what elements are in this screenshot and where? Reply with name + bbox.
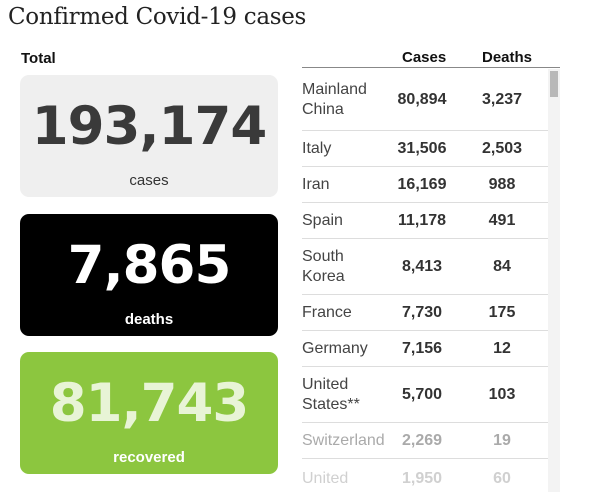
table-row: Iran 16,169 988 bbox=[302, 167, 550, 203]
cases-cell: 1,950 bbox=[401, 470, 443, 487]
scrollbar-thumb[interactable] bbox=[550, 71, 558, 97]
deaths-card: 7,865 deaths bbox=[20, 214, 278, 336]
country-name-line1: Switzerland bbox=[302, 432, 385, 449]
cases-cell: 7,156 bbox=[401, 340, 443, 357]
table-row: United States** 5,700 103 bbox=[302, 367, 550, 423]
country-name-line2: China bbox=[302, 101, 344, 118]
table-row: Italy 31,506 2,503 bbox=[302, 131, 550, 167]
cases-cell: 7,730 bbox=[401, 304, 443, 321]
cases-cell: 8,413 bbox=[401, 258, 443, 275]
country-name-line1: Spain bbox=[302, 212, 343, 229]
table-row: Germany 7,156 12 bbox=[302, 331, 550, 367]
country-cell: Germany bbox=[302, 339, 368, 359]
country-name-line1: Italy bbox=[302, 140, 332, 157]
country-name-line1: United bbox=[302, 376, 349, 393]
cases-card: 193,174 cases bbox=[20, 75, 278, 197]
deaths-label: deaths bbox=[124, 311, 174, 328]
column-header-deaths: Deaths bbox=[482, 49, 533, 66]
deaths-cell: 84 bbox=[493, 258, 511, 275]
total-label: Total bbox=[21, 50, 56, 67]
country-cell: Italy bbox=[302, 139, 331, 159]
country-cell: Mainland China bbox=[302, 80, 367, 120]
deaths-cell: 19 bbox=[493, 432, 511, 449]
deaths-value: 7,865 bbox=[67, 235, 232, 296]
country-table[interactable]: Cases Deaths Mainland China 80,894 3,237 Ita… bbox=[302, 40, 560, 492]
country-name-line1: United bbox=[302, 470, 349, 487]
country-name-line1: France bbox=[302, 304, 352, 321]
deaths-cell: 491 bbox=[488, 212, 516, 229]
deaths-cell: 2,503 bbox=[481, 140, 523, 157]
country-name-line1: Iran bbox=[302, 176, 330, 193]
page-title: Confirmed Covid-19 cases bbox=[8, 4, 307, 30]
country-cell: South Korea bbox=[302, 247, 345, 287]
table-row: Spain 11,178 491 bbox=[302, 203, 550, 239]
country-cell: Iran bbox=[302, 175, 330, 195]
cases-cell: 11,178 bbox=[397, 212, 447, 229]
recovered-card: 81,743 recovered bbox=[20, 352, 278, 474]
cases-cell: 31,506 bbox=[397, 140, 447, 157]
cases-cell: 5,700 bbox=[401, 386, 443, 403]
cases-cell: 80,894 bbox=[397, 91, 447, 108]
table-scrollbar[interactable] bbox=[548, 69, 560, 492]
country-name-line2: States** bbox=[302, 396, 360, 413]
table-body: Mainland China 80,894 3,237 Italy 31,506 2,503… bbox=[302, 69, 550, 492]
recovered-label: recovered bbox=[113, 449, 185, 466]
cases-label: cases bbox=[129, 172, 169, 189]
country-cell: United bbox=[302, 469, 348, 489]
recovered-value: 81,743 bbox=[49, 373, 250, 434]
cases-cell: 2,269 bbox=[401, 432, 443, 449]
table-row: France 7,730 175 bbox=[302, 295, 550, 331]
country-cell: Switzerland bbox=[302, 431, 385, 451]
country-name-line1: Mainland bbox=[302, 81, 367, 98]
table-row: Mainland China 80,894 3,237 bbox=[302, 69, 550, 131]
cases-value: 193,174 bbox=[31, 96, 267, 157]
deaths-cell: 175 bbox=[488, 304, 516, 321]
table-header: Cases Deaths bbox=[302, 40, 560, 68]
country-cell: United States** bbox=[302, 375, 360, 415]
country-name-line1: South bbox=[302, 248, 344, 265]
deaths-cell: 103 bbox=[488, 386, 516, 403]
country-cell: Spain bbox=[302, 211, 343, 231]
deaths-cell: 12 bbox=[493, 340, 511, 357]
cases-cell: 16,169 bbox=[397, 176, 447, 193]
deaths-cell: 988 bbox=[488, 176, 516, 193]
country-name-line1: Germany bbox=[302, 340, 368, 357]
column-header-cases: Cases bbox=[402, 49, 447, 66]
deaths-cell: 3,237 bbox=[481, 91, 523, 108]
country-cell: France bbox=[302, 303, 352, 323]
country-name-line2: Korea bbox=[302, 268, 345, 285]
table-row: South Korea 8,413 84 bbox=[302, 239, 550, 295]
deaths-cell: 60 bbox=[493, 470, 511, 487]
table-row: Switzerland 2,269 19 bbox=[302, 423, 550, 459]
table-row: United 1,950 60 bbox=[302, 459, 550, 492]
